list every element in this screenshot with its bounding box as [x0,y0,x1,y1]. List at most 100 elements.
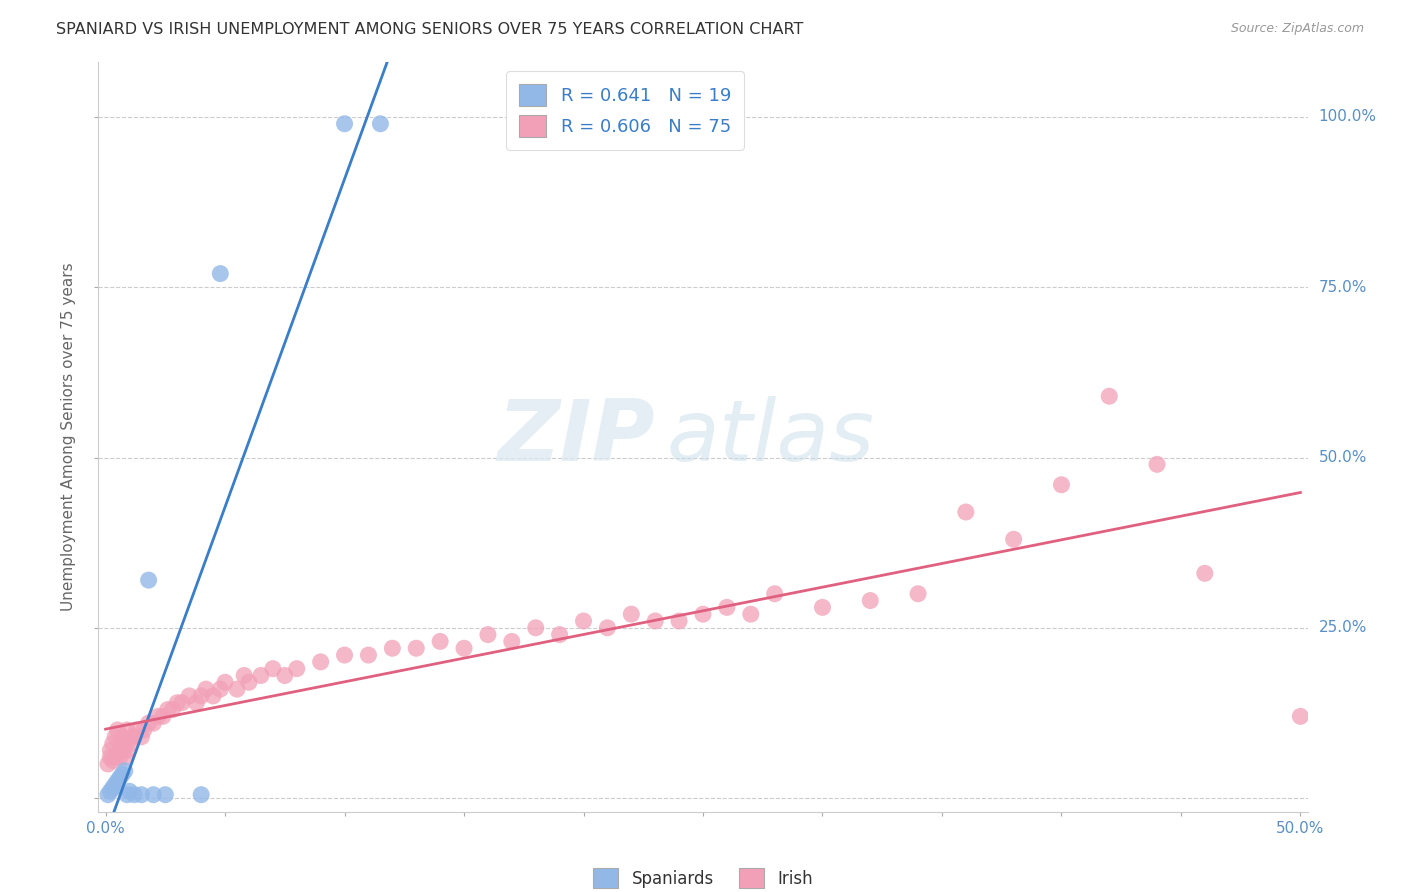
Point [122,730,145,744]
Point [122,788,145,802]
Point [233,668,256,682]
Point [955,505,977,519]
Point [644,614,666,628]
Point [692,607,714,622]
Point [477,627,499,641]
Point [101,754,124,768]
Point [274,668,297,682]
Point [101,737,124,751]
Point [186,696,208,710]
Point [97,757,120,772]
Point [114,750,136,764]
Point [138,716,160,731]
Point [115,743,138,757]
Text: 100.0%: 100.0% [1319,110,1376,124]
Point [97,788,120,802]
Point [190,788,212,802]
Point [238,675,260,690]
Point [162,702,184,716]
Point [1146,458,1168,472]
Point [146,709,169,723]
Point [115,788,138,802]
Point [1098,389,1121,403]
Point [114,737,136,751]
Text: ZIP: ZIP [496,395,655,479]
Point [156,702,179,716]
Text: atlas: atlas [666,395,875,479]
Text: 25.0%: 25.0% [1319,620,1367,635]
Point [250,668,273,682]
Point [142,716,165,731]
Point [142,788,165,802]
Point [405,641,427,656]
Point [209,682,232,697]
Point [763,587,786,601]
Text: 75.0%: 75.0% [1319,280,1367,294]
Point [1289,709,1312,723]
Point [104,730,127,744]
Point [572,614,595,628]
Point [202,689,225,703]
Y-axis label: Unemployment Among Seniors over 75 years: Unemployment Among Seniors over 75 years [60,263,76,611]
Point [859,593,882,607]
Point [98,750,121,764]
Point [118,784,141,798]
Point [370,117,392,131]
Point [98,743,121,757]
Point [716,600,738,615]
Point [524,621,547,635]
Point [111,743,134,757]
Point [138,573,160,587]
Point [740,607,762,622]
Point [114,764,136,778]
Point [907,587,929,601]
Text: SPANIARD VS IRISH UNEMPLOYMENT AMONG SENIORS OVER 75 YEARS CORRELATION CHART: SPANIARD VS IRISH UNEMPLOYMENT AMONG SEN… [56,22,804,37]
Point [668,614,690,628]
Point [209,267,232,281]
Point [111,767,134,781]
Point [548,627,571,641]
Point [152,709,174,723]
Point [98,784,121,798]
Point [285,662,308,676]
Point [166,696,188,710]
Point [155,788,177,802]
Point [333,648,356,662]
Point [107,723,129,737]
Point [131,788,153,802]
Point [104,777,127,791]
Point [111,730,134,744]
Text: 50.0%: 50.0% [1319,450,1367,465]
Point [108,771,131,785]
Point [262,662,284,676]
Point [132,723,155,737]
Point [104,750,127,764]
Point [179,689,201,703]
Point [115,723,138,737]
Point [108,750,131,764]
Point [226,682,249,697]
Point [381,641,404,656]
Legend: Spaniards, Irish: Spaniards, Irish [586,862,820,892]
Point [501,634,523,648]
Point [596,621,619,635]
Text: Source: ZipAtlas.com: Source: ZipAtlas.com [1230,22,1364,36]
Point [101,780,124,795]
Point [190,689,212,703]
Point [453,641,475,656]
Point [170,696,193,710]
Point [118,737,141,751]
Point [620,607,643,622]
Point [121,730,143,744]
Point [811,600,834,615]
Point [131,730,153,744]
Point [107,747,129,761]
Point [194,682,217,697]
Point [125,723,148,737]
Point [309,655,332,669]
Point [429,634,451,648]
Point [333,117,356,131]
Point [214,675,236,690]
Point [108,737,131,751]
Point [357,648,380,662]
